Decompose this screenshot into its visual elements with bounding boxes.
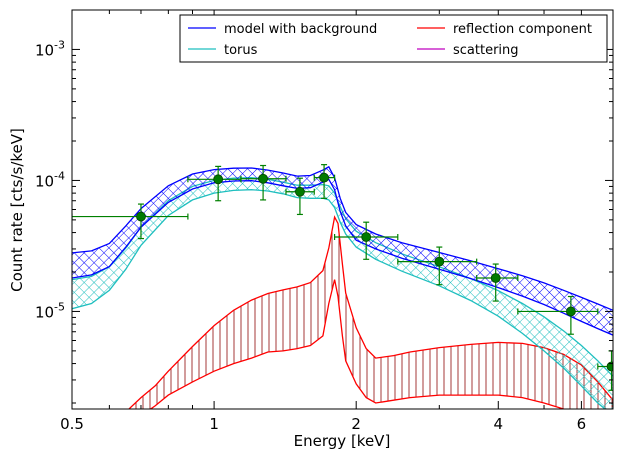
y-tick-label: 10-4 (35, 169, 65, 190)
data-point (476, 263, 519, 302)
y-tick-base: 10 (35, 41, 54, 59)
data-marker (295, 186, 305, 197)
torus-lower-line (72, 189, 606, 409)
torus-band (72, 177, 613, 409)
data-marker (361, 232, 372, 242)
legend-label: model with background (224, 22, 377, 37)
data-point (333, 221, 399, 260)
legend-entry: torus (188, 43, 258, 58)
legend-label: scattering (453, 43, 519, 58)
model-with-background-lower-line (72, 178, 613, 336)
legend-label: torus (224, 43, 258, 58)
data-point (397, 246, 478, 286)
data-point (517, 295, 599, 335)
data-marker (434, 256, 445, 267)
data-marker (213, 174, 224, 185)
y-tick-base: 10 (35, 303, 54, 321)
x-tick-label: 0.5 (60, 415, 84, 433)
legend: model with background reflection componen… (179, 14, 608, 63)
data-point (313, 164, 336, 199)
legend-entry: reflection component (417, 22, 592, 37)
data-marker (258, 173, 268, 184)
data-marker (136, 211, 146, 222)
plot-clip-group (72, 164, 613, 409)
x-tick-label: 2 (351, 415, 361, 433)
legend-label: reflection component (453, 22, 592, 37)
y-tick-base: 10 (35, 172, 54, 190)
x-tick-label: 6 (577, 415, 587, 433)
legend-entry: model with background (188, 22, 377, 37)
legend-entry: scattering (417, 43, 519, 58)
y-tick-label: 10-5 (35, 300, 65, 321)
data-point (72, 203, 189, 240)
reflection-component-band (128, 217, 613, 409)
data-marker (319, 172, 329, 183)
legend-box (179, 14, 608, 63)
plot-area: 0.5 1 2 4 610-510-410-3 (35, 9, 614, 433)
data-marker (490, 273, 501, 283)
y-tick-label: 10-3 (35, 38, 65, 59)
reflection-component-lower-line (149, 279, 566, 409)
reflection-component-upper-line (128, 215, 613, 409)
x-tick-label: 4 (494, 415, 504, 433)
data-marker (606, 361, 613, 372)
x-axis-label: Energy [keV] (294, 432, 391, 450)
data-point (240, 164, 287, 201)
y-tick-exponent: -5 (54, 300, 65, 313)
y-tick-exponent: -4 (54, 169, 65, 182)
x-tick-label: 1 (209, 415, 219, 433)
data-marker (565, 306, 576, 317)
y-tick-exponent: -3 (54, 38, 65, 51)
data-point (285, 177, 315, 216)
y-axis-label: Count rate [cts/s/keV] (8, 128, 26, 292)
model-with-background-upper-line (72, 165, 613, 311)
